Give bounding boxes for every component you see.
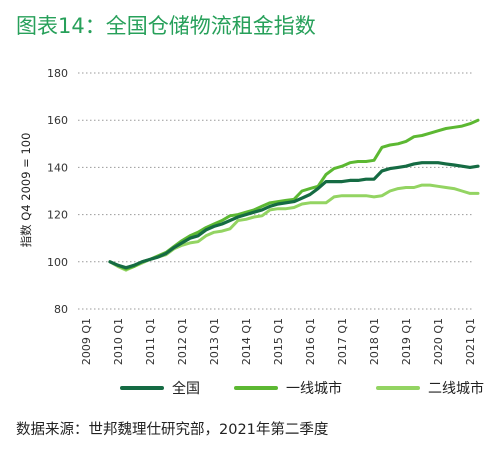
- legend-label: 全国: [172, 381, 200, 397]
- legend-item-3: 二线城市: [376, 378, 484, 398]
- x-tick-label: 2020 Q1: [432, 318, 445, 365]
- y-tick-label: 160: [47, 114, 68, 127]
- legend-item-1: 全国: [120, 378, 200, 398]
- y-tick-label: 100: [47, 256, 68, 269]
- legend-swatch: [120, 386, 164, 390]
- legend-swatch: [234, 386, 278, 390]
- x-tick-labels: 2009 Q1 2010 Q1 2011 Q1 2012 Q1 2013 Q1 2014 …: [80, 318, 477, 365]
- x-tick-label: 2019 Q1: [400, 318, 413, 365]
- x-tick-label: 2012 Q1: [176, 318, 189, 365]
- series-line-2: [108, 118, 480, 271]
- x-tick-label: 2014 Q1: [240, 318, 253, 365]
- legend-item-2: 一线城市: [234, 378, 342, 398]
- x-tick-label: 2011 Q1: [144, 318, 157, 365]
- x-tick-label: 2017 Q1: [336, 318, 349, 365]
- legend-label: 二线城市: [428, 381, 484, 397]
- grid-lines: [78, 72, 472, 310]
- legend-label: 一线城市: [286, 381, 342, 397]
- x-tick-label: 2021 Q1: [464, 318, 477, 365]
- chart-title: 图表14：全国仓储物流租金指数: [16, 14, 316, 38]
- y-tick-label: 120: [47, 209, 68, 222]
- legend-swatch: [376, 386, 420, 390]
- legend: 全国 一线城市 二线城市: [120, 378, 484, 398]
- y-tick-label: 80: [54, 303, 68, 316]
- y-tick-label: 140: [47, 161, 68, 174]
- y-tick-labels: 80 100 120 140 160 180: [47, 67, 68, 316]
- x-tick-label: 2018 Q1: [368, 318, 381, 365]
- x-tick-label: 2016 Q1: [304, 318, 317, 365]
- series-lines: [108, 118, 480, 272]
- y-axis-label: 指数 Q4 2009 = 100: [19, 133, 33, 248]
- x-tick-label: 2009 Q1: [80, 318, 93, 365]
- source-note: 数据来源：世邦魏理仕研究部，2021年第二季度: [16, 422, 329, 438]
- x-tick-label: 2013 Q1: [208, 318, 221, 365]
- x-tick-label: 2015 Q1: [272, 318, 285, 365]
- x-tick-label: 2010 Q1: [112, 318, 125, 365]
- series-line-1: [108, 161, 480, 270]
- y-tick-label: 180: [47, 67, 68, 80]
